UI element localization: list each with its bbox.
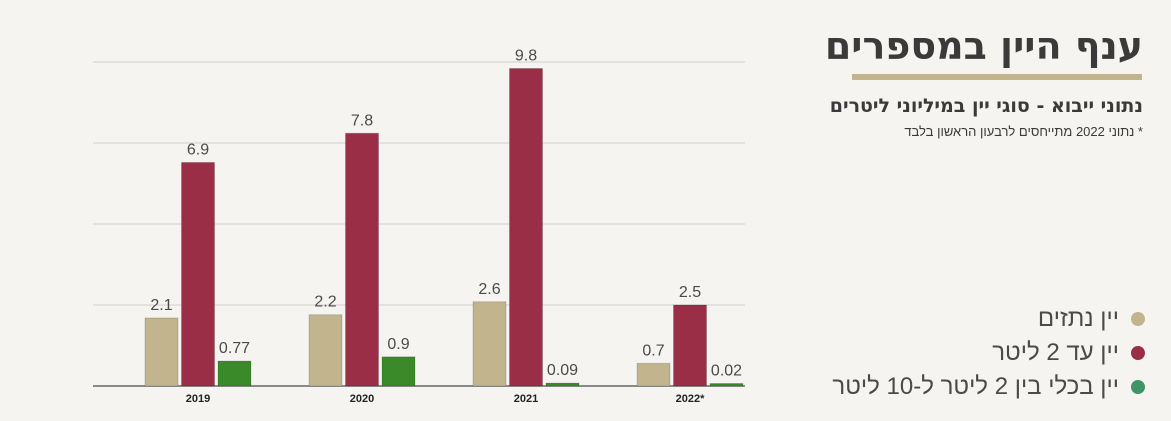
bar <box>472 301 507 387</box>
bar <box>673 304 707 387</box>
category-labels: 2019 2020 2021 2022* <box>186 393 705 405</box>
x-tick-label: 2019 <box>186 393 210 405</box>
legend-swatch <box>1131 312 1145 326</box>
legend: יין נתזים יין עד 2 ליטר יין בכלי בין 2 ל… <box>832 302 1145 404</box>
page-title: ענף היין במספרים <box>824 24 1143 68</box>
bar <box>144 317 179 387</box>
x-tick-label: 2020 <box>350 393 374 405</box>
x-tick-label: 2021 <box>514 393 538 405</box>
data-label: 0.02 <box>711 363 742 380</box>
bar <box>509 67 543 387</box>
legend-label: יין עד 2 ליטר <box>992 339 1119 366</box>
bar <box>308 314 343 387</box>
legend-item-up-to-2l: יין עד 2 ליטר <box>832 336 1145 370</box>
data-label: 0.7 <box>642 342 664 359</box>
footnote: * נתוני 2022 מתייחסים לרבעון הראשון בלבד <box>904 124 1143 139</box>
bar <box>181 161 215 387</box>
data-label: 2.1 <box>150 297 172 314</box>
data-label: 0.77 <box>219 340 250 357</box>
bar <box>709 383 744 387</box>
legend-swatch <box>1131 346 1145 360</box>
chart-subtitle: נתוני ייבוא - סוגי יין במיליוני ליטרים <box>829 95 1143 117</box>
data-label: 6.9 <box>187 141 209 158</box>
title-underline <box>852 74 1142 80</box>
legend-label: יין בכלי בין 2 ליטר ל-10 ליטר <box>832 373 1119 400</box>
bar <box>381 356 416 387</box>
legend-label: יין נתזים <box>1037 305 1119 332</box>
bar <box>345 132 379 387</box>
data-label: 9.8 <box>515 47 537 64</box>
bar <box>636 362 671 387</box>
legend-item-sparkling: יין נתזים <box>832 302 1145 336</box>
data-label: 0.9 <box>387 336 409 353</box>
data-label: 7.8 <box>351 112 373 129</box>
legend-swatch <box>1131 380 1145 394</box>
bars <box>144 67 744 387</box>
value-labels: 2.1 6.9 0.77 2.2 7.8 0.9 2.6 9.8 0.09 0.7 2.5 0.02 <box>150 47 742 379</box>
legend-item-2-to-10l: יין בכלי בין 2 ליטר ל-10 ליטר <box>832 370 1145 404</box>
bar <box>217 360 252 387</box>
bar <box>545 382 580 387</box>
data-label: 2.6 <box>478 281 500 298</box>
data-label: 0.09 <box>547 362 578 379</box>
data-label: 2.5 <box>679 284 701 301</box>
x-tick-label: 2022* <box>676 393 705 405</box>
data-label: 2.2 <box>314 294 336 311</box>
